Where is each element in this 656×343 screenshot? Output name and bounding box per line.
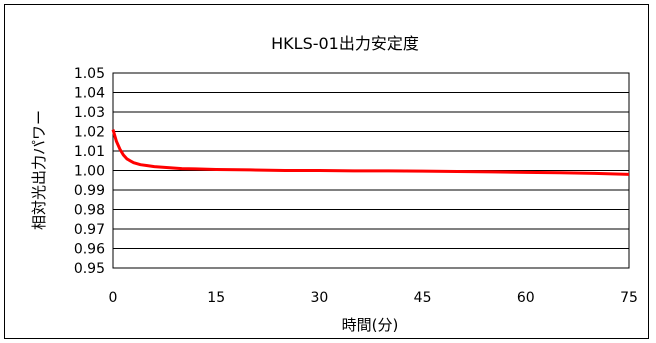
chart-title: HKLS-01出力安定度 bbox=[271, 34, 419, 53]
y-tick-label: 0.97 bbox=[74, 222, 105, 238]
series-line-0 bbox=[111, 129, 630, 176]
x-tick-label: 15 bbox=[207, 290, 225, 306]
y-tick-label: 0.98 bbox=[74, 203, 105, 219]
y-tick-label: 1.02 bbox=[74, 125, 105, 141]
x-tick-label: 75 bbox=[620, 290, 638, 306]
series bbox=[111, 129, 630, 176]
x-tick-label: 0 bbox=[109, 290, 118, 306]
y-tick-label: 1.01 bbox=[74, 144, 105, 160]
y-tick-labels: 0.95 0.96 0.97 0.98 0.99 1.00 1.01 1.02 1.03 1.04… bbox=[74, 66, 105, 277]
y-tick-label: 1.05 bbox=[74, 66, 105, 82]
y-tick-label: 0.99 bbox=[74, 183, 105, 199]
y-tick-label: 1.00 bbox=[74, 164, 105, 180]
x-tick-label: 60 bbox=[517, 290, 535, 306]
x-tick-labels: 0 15 30 45 60 75 bbox=[109, 290, 638, 306]
x-tick-label: 45 bbox=[414, 290, 432, 306]
plot-area bbox=[112, 72, 630, 269]
y-tick-label: 0.96 bbox=[74, 242, 105, 258]
x-tick-label: 30 bbox=[310, 290, 328, 306]
x-axis-label: 時間(分) bbox=[342, 316, 399, 334]
y-tick-label: 1.04 bbox=[74, 86, 105, 102]
y-tick-label: 0.95 bbox=[74, 261, 105, 277]
y-axis-label: 相対光出力パワー bbox=[30, 110, 48, 230]
y-tick-label: 1.03 bbox=[74, 105, 105, 121]
